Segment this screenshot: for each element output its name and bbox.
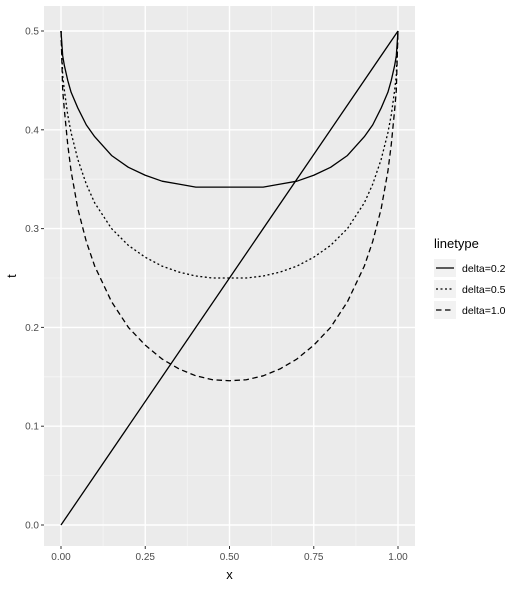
legend-entry: delta=1.0 (434, 301, 506, 319)
y-tick-label: 0.5 (25, 27, 39, 38)
x-tick-label: 0.75 (304, 552, 324, 563)
legend-label: delta=0.5 (462, 284, 506, 296)
y-axis-title: t (4, 274, 19, 278)
legend-label: delta=1.0 (462, 305, 506, 317)
legend-entry: delta=0.2 (434, 259, 506, 277)
series-line-delta-0-5 (60, 30, 399, 279)
series-line-delta-1-0 (60, 30, 399, 382)
series-line-delta-0-2 (60, 30, 399, 188)
legend-entry: delta=0.5 (434, 280, 506, 298)
legend-label: delta=0.2 (462, 263, 506, 275)
legend: linetype delta=0.2 delta=0.5 delta=1.0 (434, 236, 506, 319)
x-axis: 0.00 0.25 0.50 0.75 1.00 (51, 546, 408, 563)
legend-title: linetype (434, 236, 479, 251)
x-axis-title: x (226, 567, 233, 582)
series-line-extra-3 (60, 30, 399, 526)
y-tick-label: 0.0 (25, 521, 39, 532)
x-tick-label: 0.00 (51, 552, 71, 563)
x-tick-label: 0.50 (220, 552, 240, 563)
y-tick-label: 0.3 (25, 224, 39, 235)
x-tick-label: 0.25 (136, 552, 156, 563)
x-tick-label: 1.00 (388, 552, 408, 563)
legend-entries: delta=0.2 delta=0.5 delta=1.0 (434, 259, 506, 319)
series-layer (60, 30, 399, 526)
y-tick-label: 0.4 (25, 125, 39, 136)
y-axis: 0.0 0.1 0.2 0.3 0.4 0.5 (25, 27, 44, 532)
major-gridlines (44, 6, 415, 546)
y-tick-label: 0.1 (25, 422, 39, 433)
y-tick-label: 0.2 (25, 323, 39, 334)
